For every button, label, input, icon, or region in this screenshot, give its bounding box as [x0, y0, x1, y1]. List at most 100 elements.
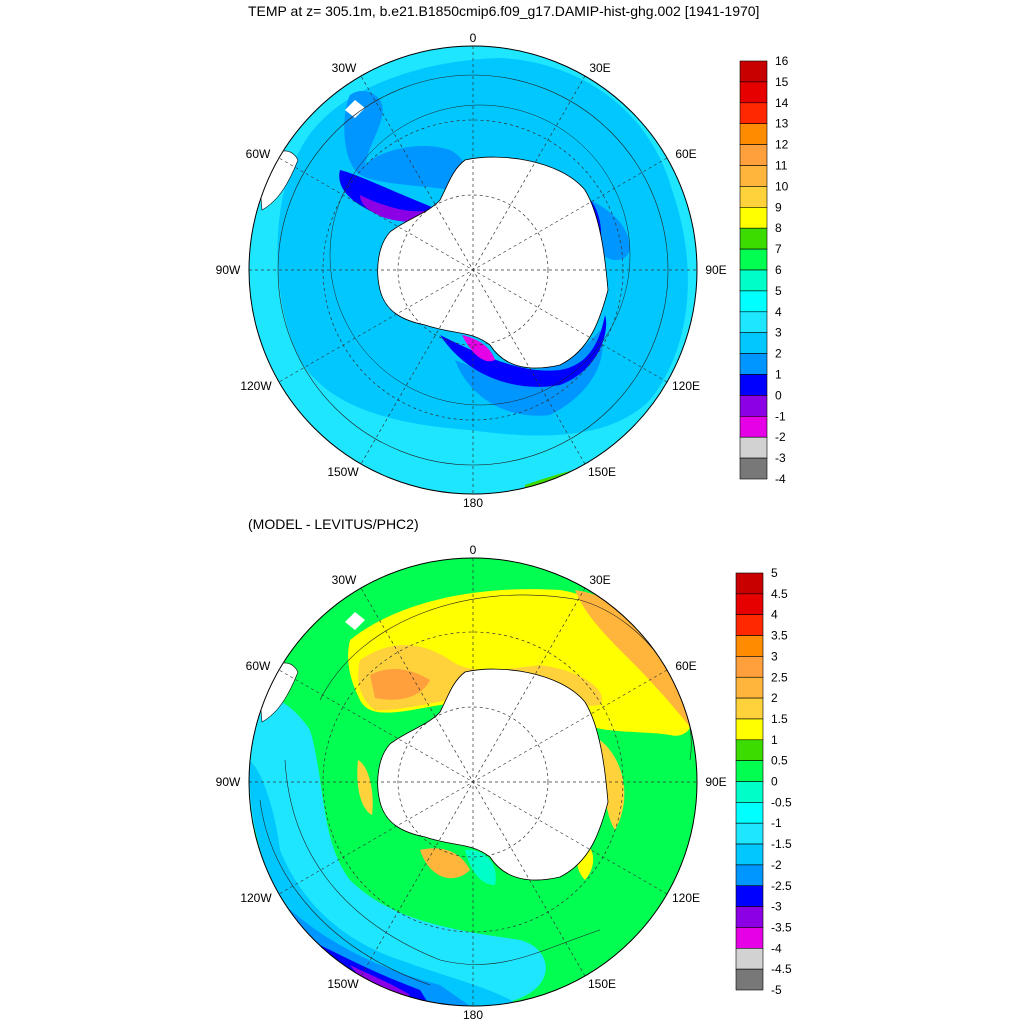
- top-lon-label: 30E: [589, 61, 610, 75]
- top-colorbar-label: 1: [775, 368, 782, 382]
- top-colorbar-swatch: [739, 290, 768, 313]
- bottom-colorbar-swatch: [735, 927, 764, 949]
- bottom-colorbar-label: 1.5: [771, 712, 788, 726]
- top-colorbar-swatch: [739, 123, 768, 145]
- top-colorbar-swatch: [739, 395, 768, 417]
- top-lon-label: 150E: [588, 465, 616, 479]
- bottom-colorbar-swatch: [735, 635, 764, 657]
- bottom-colorbar-swatch: [735, 718, 764, 741]
- top-colorbar-label: 6: [775, 263, 782, 277]
- bottom-graticule: [249, 558, 697, 1006]
- bottom-colorbar-swatch: [735, 843, 764, 866]
- bottom-anom-field-2to2p5-east: [575, 590, 697, 740]
- top-colorbar-label: 9: [775, 200, 782, 214]
- bottom-colorbar-label: 4: [771, 608, 778, 622]
- bottom-colorbar-label: -5: [771, 983, 782, 997]
- top-lon-label: 120E: [672, 379, 700, 393]
- bottom-colorbar-label: 0: [771, 775, 778, 789]
- bottom-colorbar-label: 0.5: [771, 754, 788, 768]
- top-lon-label: 120W: [240, 379, 272, 393]
- top-colorbar-label: -2: [775, 430, 786, 444]
- top-temp-field-m2tom1: [462, 335, 495, 362]
- bottom-lon-label: 150W: [327, 977, 359, 991]
- top-temp-field-0to1-south: [440, 315, 607, 387]
- top-colorbar-label: -1: [775, 409, 786, 423]
- top-colorbar-swatch: [739, 436, 768, 459]
- top-colorbar-swatch: [739, 374, 768, 396]
- bottom-lon-label: 180: [463, 1008, 483, 1022]
- top-lon-label: 180: [463, 496, 483, 510]
- bottom-colorbar-swatch: [735, 760, 764, 782]
- top-colorbar-label: 7: [775, 242, 782, 256]
- top-temp-field-0to1-west: [339, 170, 440, 222]
- bottom-lon-label: 120E: [672, 891, 700, 905]
- bottom-colorbar-swatch: [735, 614, 764, 636]
- bottom-map: 0 30E 60E 90E 120E 150E 180 150W 120W 90…: [216, 543, 792, 1022]
- bottom-colorbar-swatch: [735, 593, 764, 615]
- bottom-contour-line-3: [284, 759, 601, 965]
- top-colorbar-swatch: [739, 207, 768, 229]
- top-colorbar-label: -3: [775, 451, 786, 465]
- bottom-lon-label: 120W: [240, 891, 272, 905]
- bottom-colorbar: 5 4.5 4 3.5 3 2.5 2 1.5 1 0.5 0 -0.5 -1 -1.5 -2 -2.5 -3 -…: [735, 566, 792, 997]
- top-lon-label: 90W: [216, 263, 241, 277]
- bottom-lon-label: 60E: [675, 659, 696, 673]
- bottom-colorbar-label: 1: [771, 733, 778, 747]
- bottom-colorbar-label: -3.5: [771, 920, 792, 934]
- bottom-lon-label: 0: [470, 543, 477, 557]
- top-colorbar-label: 13: [775, 117, 789, 131]
- top-colorbar-swatch: [739, 311, 768, 333]
- top-colorbar-swatch: [739, 102, 768, 125]
- bottom-map-border: [248, 557, 698, 1007]
- top-colorbar-swatch: [739, 81, 768, 104]
- top-colorbar-label: 15: [775, 75, 789, 89]
- bottom-colorbar-label: -4: [771, 941, 782, 955]
- bottom-colorbar-swatch: [735, 697, 764, 720]
- bottom-lon-label: 60W: [246, 659, 271, 673]
- bottom-lon-label: 30W: [332, 573, 357, 587]
- bottom-colorbar-label: -3: [771, 900, 782, 914]
- top-colorbar-label: 11: [775, 159, 788, 173]
- top-colorbar-swatch: [739, 332, 768, 354]
- bottom-colorbar-swatch: [735, 906, 764, 928]
- top-map-title: TEMP at z= 305.1m, b.e21.B1850cmip6.f09_…: [248, 3, 760, 19]
- bottom-anom-field-2p5to3-west: [370, 668, 430, 700]
- top-contour-line-1: [277, 74, 669, 466]
- top-falklands: [345, 100, 365, 118]
- bottom-colorbar-swatch: [735, 781, 764, 803]
- top-map: 0 30E 60E 90E 120E 150E 180 150W 120W 90…: [216, 31, 789, 510]
- bottom-lon-labels: 0 30E 60E 90E 120E 150E 180 150W 120W 90…: [216, 543, 727, 1022]
- bottom-colorbar-label: 3: [771, 649, 778, 663]
- bottom-lon-label: 150E: [588, 977, 616, 991]
- bottom-colorbar-swatch: [735, 739, 764, 761]
- bottom-colorbar-label: -4.5: [771, 962, 792, 976]
- bottom-colorbar-label: -2.5: [771, 879, 792, 893]
- bottom-colorbar-swatch: [735, 656, 764, 678]
- top-temp-field-m1to0: [360, 195, 430, 222]
- top-colorbar-swatch: [739, 269, 768, 292]
- top-antarctica-landmass: [377, 156, 609, 369]
- bottom-colorbar-swatch: [735, 572, 764, 595]
- top-colorbar-swatch: [739, 248, 768, 271]
- top-colorbar-label: -4: [775, 472, 786, 486]
- top-colorbar-label: 8: [775, 221, 782, 235]
- bottom-lon-label: 90W: [216, 775, 241, 789]
- bottom-colorbar-label: -0.5: [771, 795, 792, 809]
- bottom-colorbar-label: -1.5: [771, 837, 792, 851]
- bottom-colorbar-label: 3.5: [771, 629, 788, 643]
- top-temp-field-1to2-west: [344, 90, 465, 190]
- bottom-contour-line-2: [259, 799, 431, 986]
- top-colorbar-label: 3: [775, 326, 782, 340]
- top-lon-label: 30W: [332, 61, 357, 75]
- bottom-colorbar-label: -1: [771, 816, 782, 830]
- bottom-anom-field-coast-east: [600, 740, 625, 830]
- bottom-colorbar-swatch: [735, 822, 764, 845]
- top-colorbar-label: 5: [775, 284, 782, 298]
- bottom-anom-field-coast-west: [357, 760, 373, 815]
- top-colorbar-swatch: [739, 457, 768, 480]
- bottom-lon-label: 30E: [589, 573, 610, 587]
- bottom-falklands: [345, 612, 365, 630]
- bottom-colorbar-swatch: [735, 947, 764, 970]
- top-colorbar-swatch: [739, 353, 768, 375]
- bottom-antarctica-landmass: [377, 668, 609, 881]
